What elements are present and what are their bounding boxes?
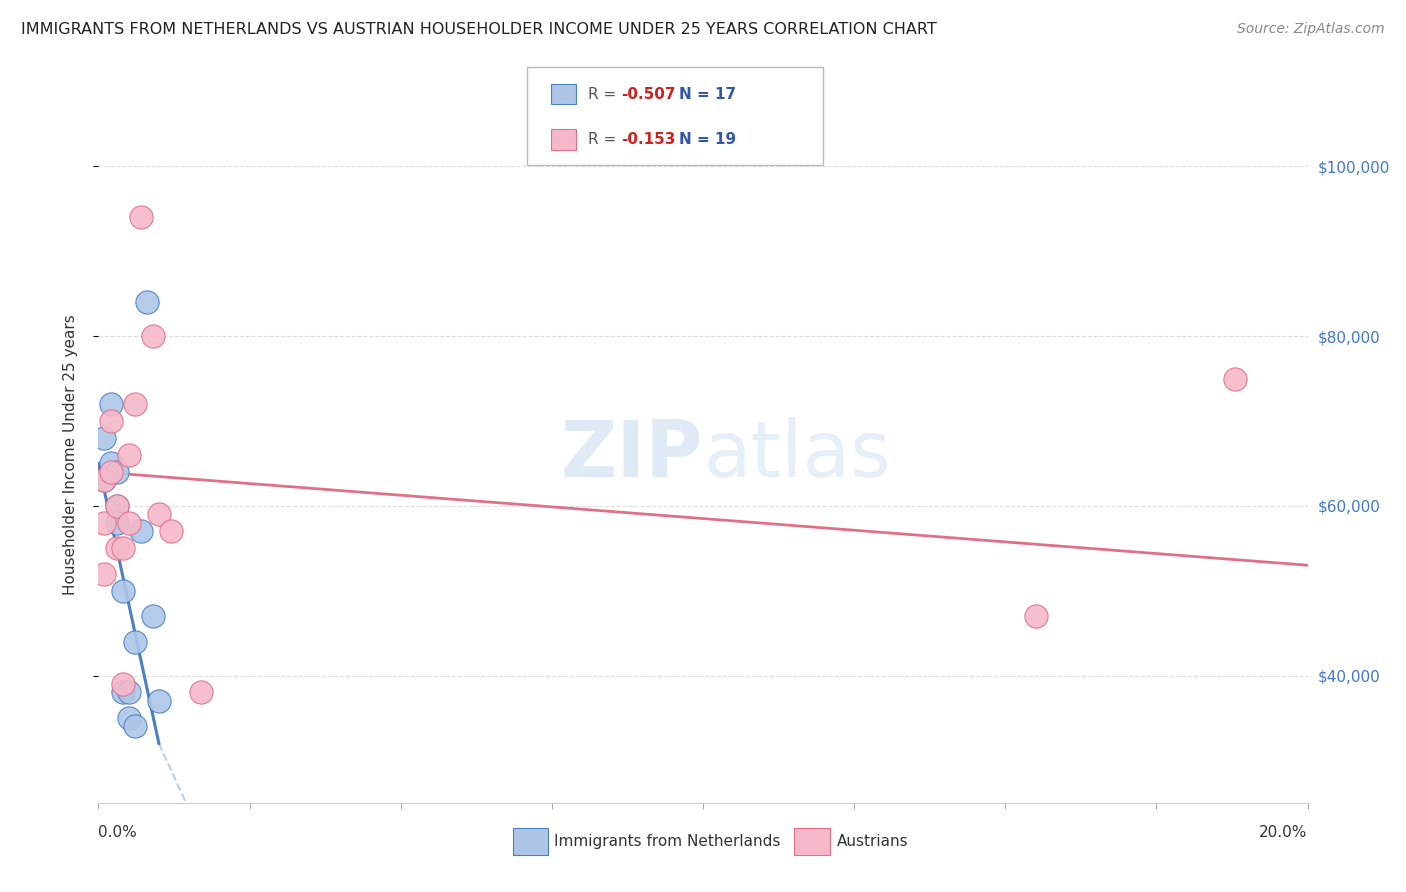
Text: -0.153: -0.153 (621, 132, 676, 146)
Text: N = 17: N = 17 (679, 87, 737, 102)
Point (129, 211, 152, 225)
Point (105, 499, 128, 513)
Point (160, 524, 183, 539)
Point (111, 685, 134, 699)
Point (135, 295, 157, 310)
Point (111, 583, 134, 598)
Point (93, 431, 115, 445)
Text: Austrians: Austrians (837, 834, 908, 848)
Point (100, 457, 122, 471)
Point (129, 524, 152, 539)
Text: 20.0%: 20.0% (1260, 825, 1308, 840)
Text: IMMIGRANTS FROM NETHERLANDS VS AUSTRIAN HOUSEHOLDER INCOME UNDER 25 YEARS CORREL: IMMIGRANTS FROM NETHERLANDS VS AUSTRIAN … (21, 22, 936, 37)
Point (124, 397, 146, 411)
Y-axis label: Householder Income Under 25 years: Householder Income Under 25 years (63, 315, 77, 595)
Text: ZIP: ZIP (561, 417, 703, 493)
Point (105, 465, 128, 479)
Point (100, 414, 122, 428)
Point (148, 694, 170, 708)
Text: N = 19: N = 19 (679, 132, 737, 146)
Text: R =: R = (588, 87, 621, 102)
Point (105, 541, 128, 556)
Point (111, 541, 134, 556)
Point (1223, 371, 1246, 385)
Text: -0.507: -0.507 (621, 87, 676, 102)
Point (148, 508, 170, 522)
Point (93, 474, 115, 488)
Point (142, 609, 165, 624)
Point (100, 397, 122, 411)
Point (124, 719, 146, 733)
Point (190, 685, 212, 699)
Point (100, 465, 122, 479)
Point (118, 711, 141, 725)
Point (118, 448, 141, 462)
Text: R =: R = (588, 132, 621, 146)
Text: atlas: atlas (703, 417, 890, 493)
Text: Source: ZipAtlas.com: Source: ZipAtlas.com (1237, 22, 1385, 37)
Point (105, 516, 128, 530)
Text: 0.0%: 0.0% (98, 825, 138, 840)
Point (105, 499, 128, 513)
Point (93, 516, 115, 530)
Point (111, 677, 134, 691)
Point (118, 685, 141, 699)
Point (93, 474, 115, 488)
Point (1024, 609, 1046, 624)
Point (118, 516, 141, 530)
Point (142, 329, 165, 343)
Point (93, 566, 115, 581)
Text: Immigrants from Netherlands: Immigrants from Netherlands (554, 834, 780, 848)
Point (124, 634, 146, 648)
